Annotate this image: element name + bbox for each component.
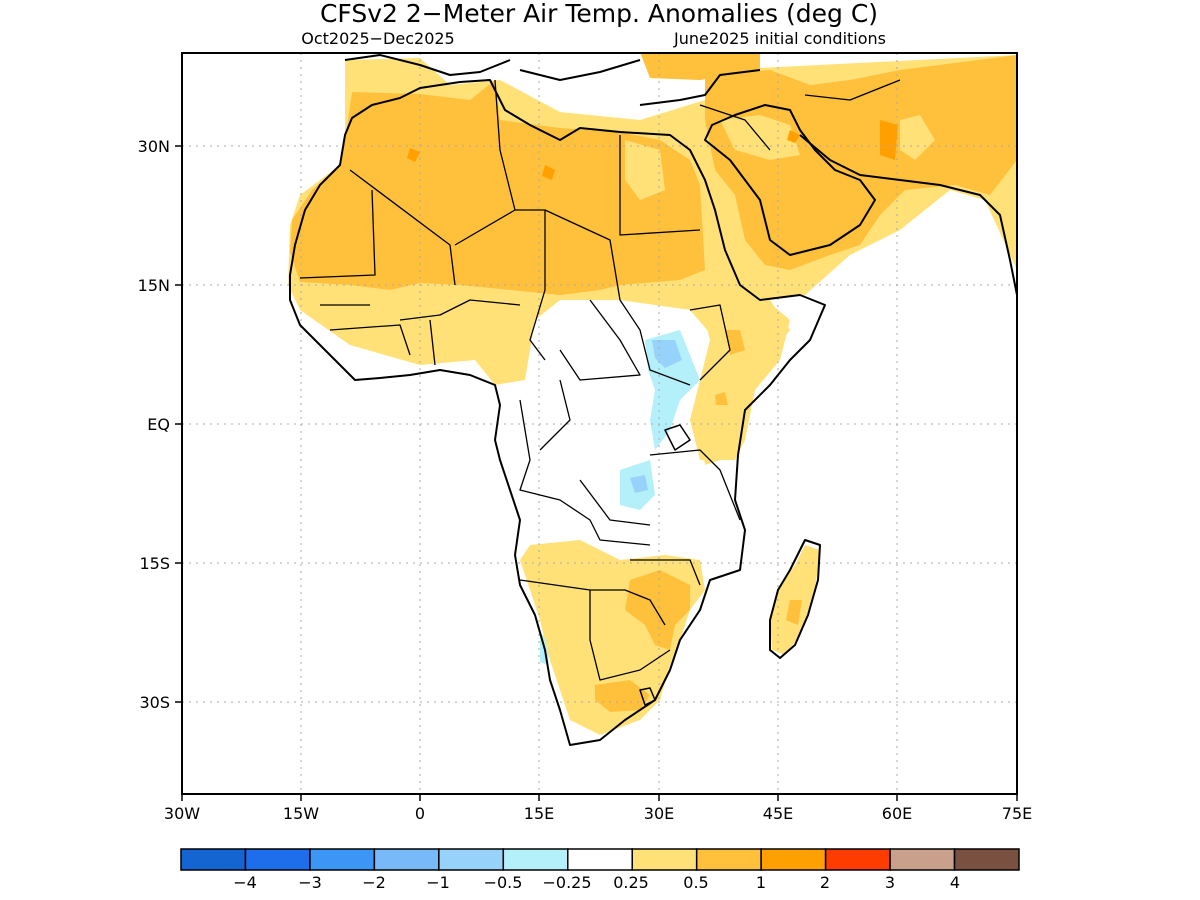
colorbar-label: −0.5 — [484, 873, 523, 892]
lon-label: 15W — [283, 804, 319, 823]
lon-label: 30W — [164, 804, 200, 823]
colorbar-label: 0.25 — [613, 873, 649, 892]
colorbar-labels: −4 −3 −2 −1 −0.5 −0.25 0.25 0.5 1 2 3 4 — [233, 873, 960, 892]
colorbar-label: 3 — [885, 873, 895, 892]
coastlines — [289, 54, 1017, 746]
colorbar-box — [760, 848, 827, 871]
lon-labels: 30W 15W 0 15E 30E 45E 60E 75E — [164, 804, 1032, 823]
lon-label: 15E — [524, 804, 554, 823]
colorbar-label: −2 — [362, 873, 386, 892]
colorbar-box — [889, 848, 956, 871]
colorbar-label: −3 — [298, 873, 322, 892]
colorbar-label: −1 — [426, 873, 450, 892]
lon-label: 75E — [1002, 804, 1032, 823]
lat-label: 30N — [138, 137, 170, 156]
colorbar-box — [438, 848, 505, 871]
colorbar: −4 −3 −2 −1 −0.5 −0.25 0.25 0.5 1 2 3 4 — [180, 848, 1020, 892]
map-ticks — [175, 145, 1018, 801]
colorbar-label: 0.5 — [683, 873, 708, 892]
anomaly-shading — [288, 53, 1017, 735]
lat-label: 15S — [139, 554, 170, 573]
colorbar-box — [180, 848, 247, 871]
colorbar-box — [631, 848, 698, 871]
lat-label: 15N — [138, 276, 170, 295]
colorbar-label: 1 — [756, 873, 766, 892]
colorbar-boxes — [180, 848, 1020, 871]
colorbar-label: −4 — [233, 873, 257, 892]
lon-label: 60E — [882, 804, 912, 823]
colorbar-box — [824, 848, 891, 871]
lat-label: EQ — [147, 415, 170, 434]
lat-label: 30S — [139, 693, 170, 712]
colorbar-box — [953, 848, 1020, 871]
colorbar-label: 4 — [950, 873, 960, 892]
colorbar-box — [244, 848, 311, 871]
map-plot-area: 30W 15W 0 15E 30E 45E 60E 75E 30N 15N EQ… — [138, 52, 1032, 823]
map-subtitle-init: June2025 initial conditions — [673, 29, 886, 48]
map-subtitle-period: Oct2025−Dec2025 — [301, 29, 454, 48]
lon-label: 0 — [415, 804, 425, 823]
colorbar-box — [695, 848, 762, 871]
colorbar-label: −0.25 — [542, 873, 591, 892]
lon-label: 30E — [644, 804, 674, 823]
map-grid — [182, 53, 1017, 794]
colorbar-box — [502, 848, 569, 871]
lon-label: 45E — [763, 804, 793, 823]
colorbar-label: 2 — [820, 873, 830, 892]
lat-labels: 30N 15N EQ 15S 30S — [138, 137, 170, 712]
colorbar-box — [373, 848, 440, 871]
colorbar-box — [567, 848, 633, 871]
colorbar-box — [309, 848, 376, 871]
map-title: CFSv2 2−Meter Air Temp. Anomalies (deg C… — [320, 0, 878, 28]
